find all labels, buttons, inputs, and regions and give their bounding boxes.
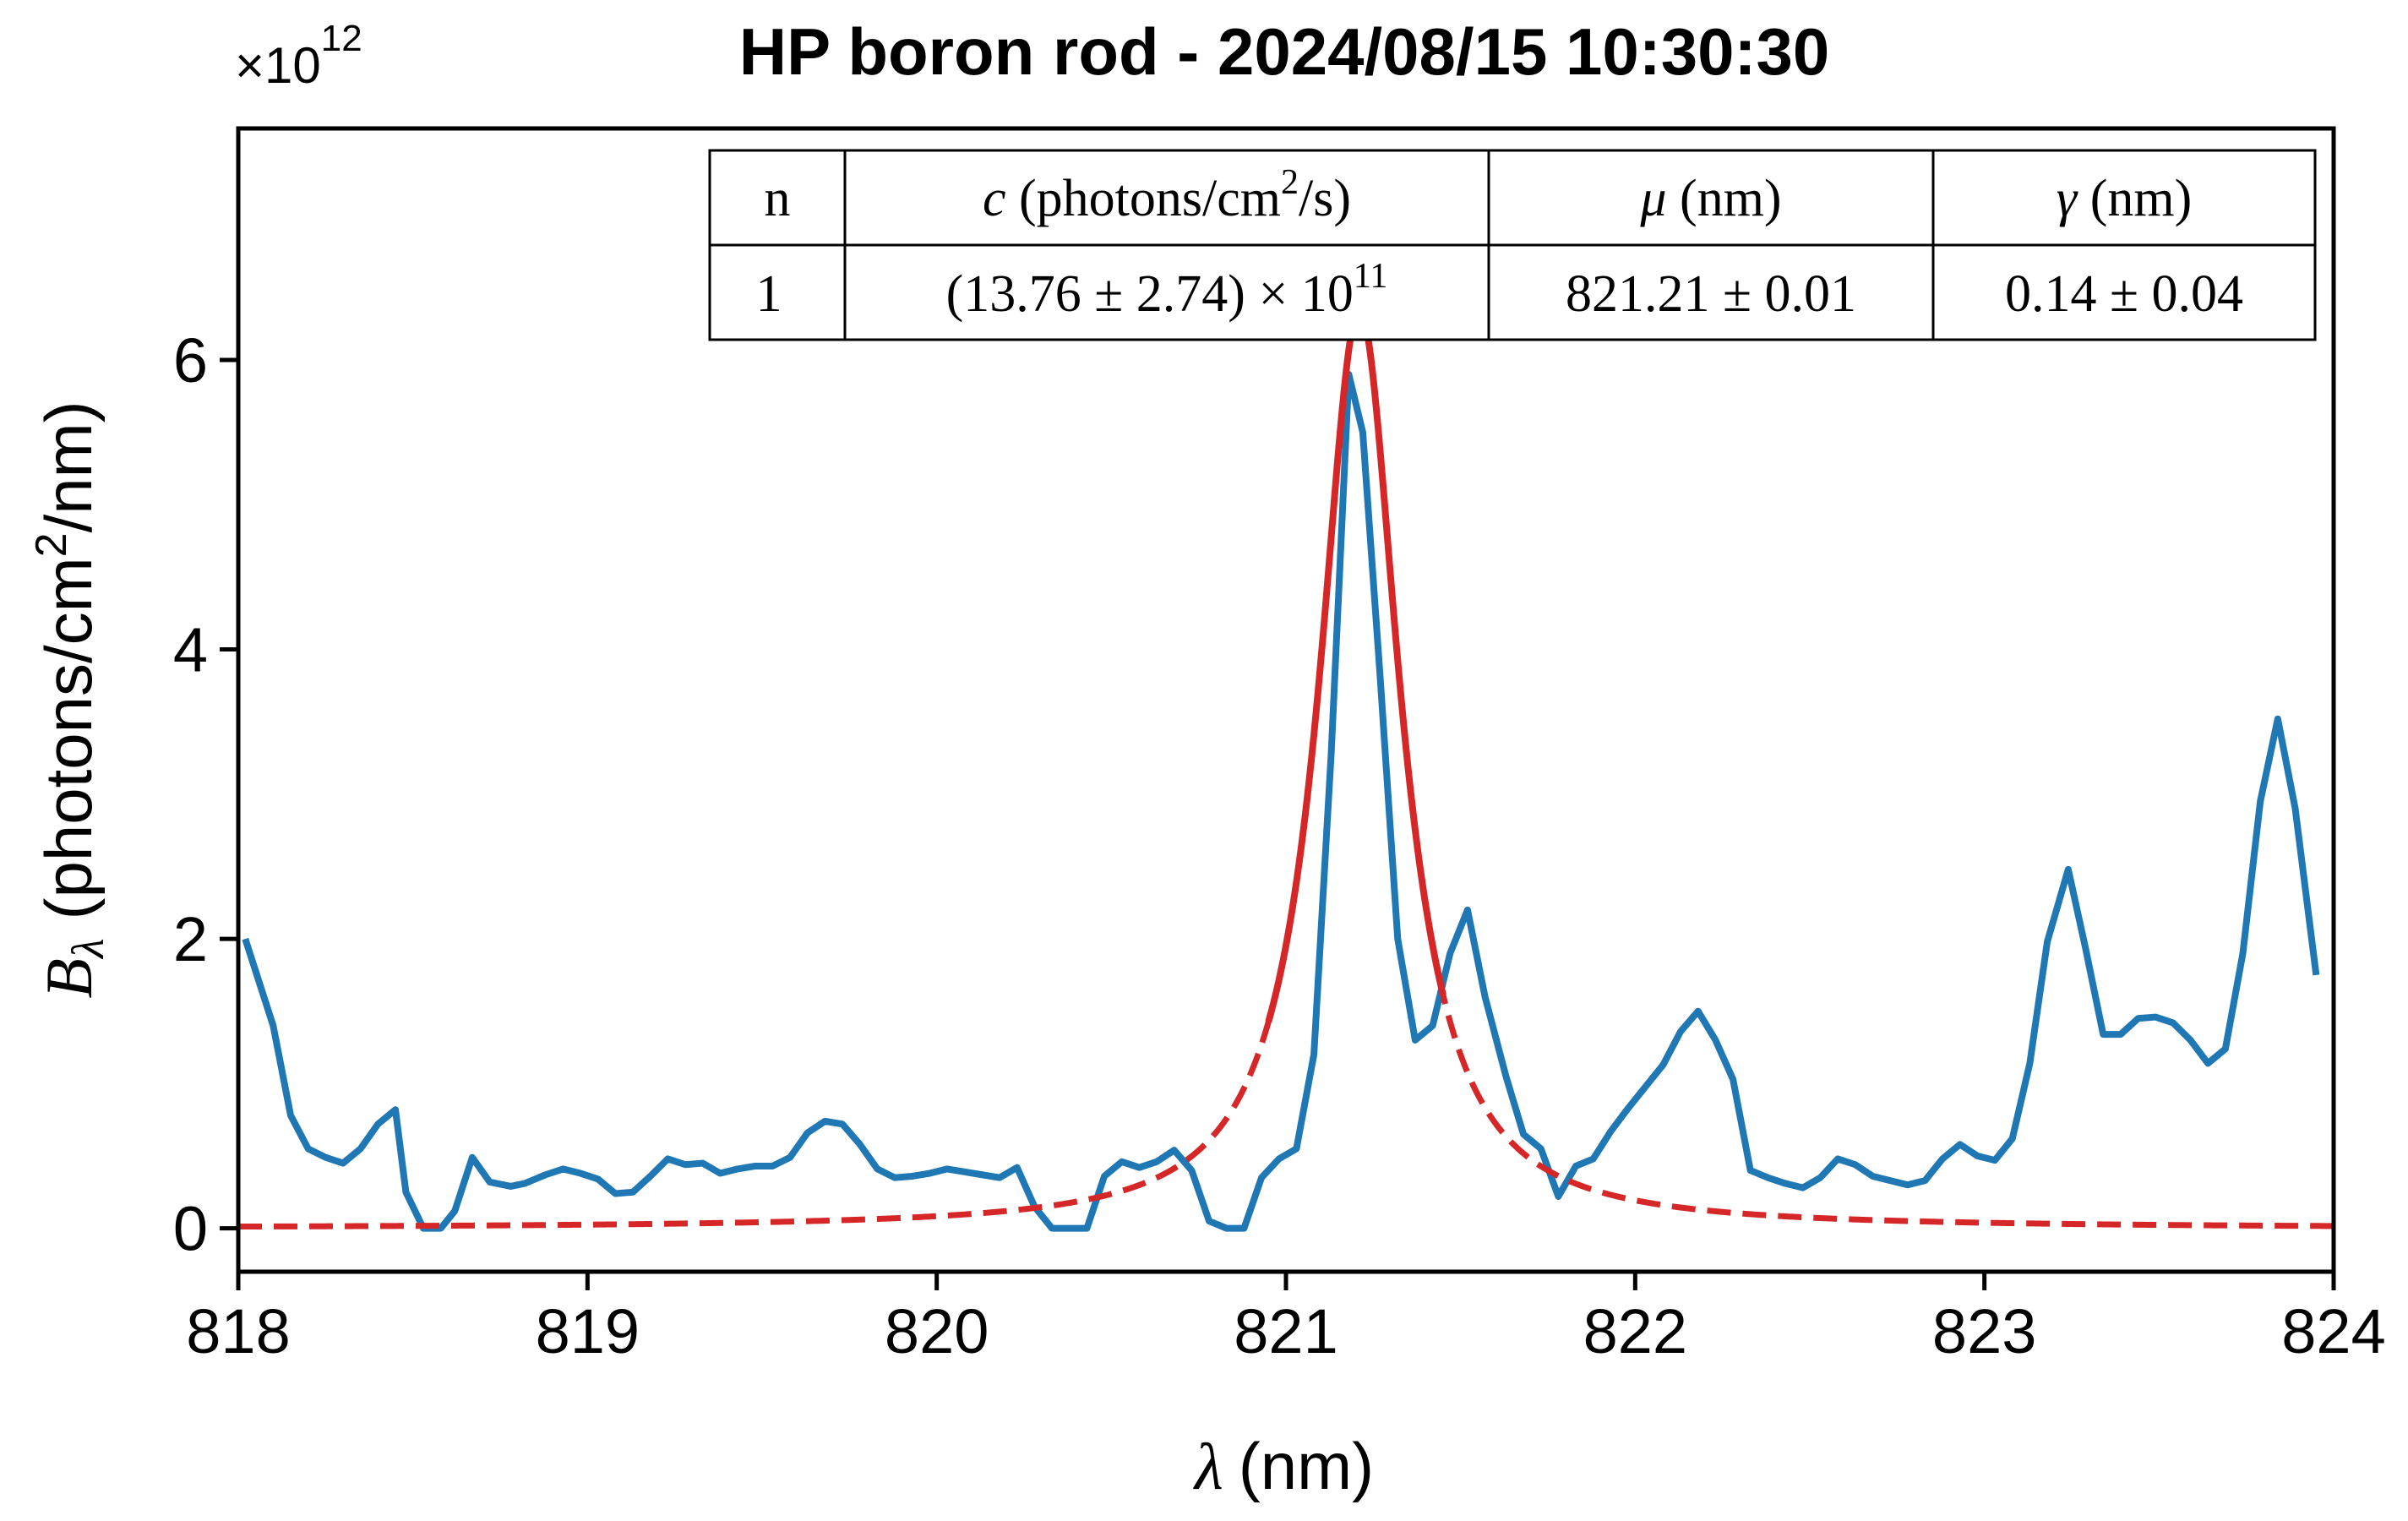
y-tick-label: 2 xyxy=(173,904,208,974)
y-tick-label: 4 xyxy=(173,615,208,685)
series-measured xyxy=(242,371,2320,1232)
x-tick-label: 820 xyxy=(885,1296,989,1366)
y-axis-unit-prefix: (photons/cm xyxy=(31,557,106,919)
y-axis-label: Bλ (photons/cm2/nm) xyxy=(27,401,113,998)
x-axis-unit: (nm) xyxy=(1239,1429,1374,1503)
x-axis-symbol: λ xyxy=(1193,1430,1223,1503)
series-fit xyxy=(237,305,2334,1230)
y-axis-unit-suffix: /nm) xyxy=(31,401,106,532)
fit-parameter-table: n c (photons/cm2/s) μ (nm) γ (nm) 1 (13.… xyxy=(708,149,2317,341)
y-tick-label: 0 xyxy=(173,1194,208,1264)
x-axis-label: λ (nm) xyxy=(1193,1429,1374,1503)
table-cell-c: (13.76 ± 2.74) × 1011 xyxy=(946,257,1388,323)
x-axis-ticks: 818 819 820 821 822 823 824 xyxy=(186,1272,2386,1366)
y-axis-subscript: λ xyxy=(63,939,113,960)
table-cell-gamma: 0.14 ± 0.04 xyxy=(2005,265,2243,323)
x-tick-label: 818 xyxy=(186,1296,290,1366)
x-tick-label: 821 xyxy=(1234,1296,1337,1366)
x-tick-label: 824 xyxy=(2281,1296,2385,1366)
x-tick-label: 822 xyxy=(1583,1296,1687,1366)
y-axis-symbol: B xyxy=(32,958,106,999)
table-header-mu: μ (nm) xyxy=(1639,170,1781,227)
table-cell-mu: 821.21 ± 0.01 xyxy=(1566,265,1856,323)
y-tick-label: 6 xyxy=(173,325,208,395)
y-multiplier-base: ×10 xyxy=(235,37,321,94)
table-header-gamma: γ (nm) xyxy=(2057,170,2192,227)
y-multiplier: ×1012 xyxy=(235,18,362,94)
table-header-c: c (photons/cm2/s) xyxy=(983,163,1351,227)
x-tick-label: 819 xyxy=(536,1296,640,1366)
x-tick-label: 823 xyxy=(1932,1296,2036,1366)
y-axis-ticks: 0 2 4 6 xyxy=(173,325,238,1264)
y-multiplier-exponent: 12 xyxy=(321,18,362,59)
series-layer xyxy=(237,305,2334,1232)
series-fit-dashed xyxy=(237,305,2334,1230)
chart-title: HP boron rod - 2024/08/15 10:30:30 xyxy=(739,14,1829,89)
series-measured-line xyxy=(242,371,2320,1232)
y-axis-unit-sup: 2 xyxy=(27,532,76,557)
table-cell-n: 1 xyxy=(756,265,782,323)
table-header-n: n xyxy=(765,170,791,227)
